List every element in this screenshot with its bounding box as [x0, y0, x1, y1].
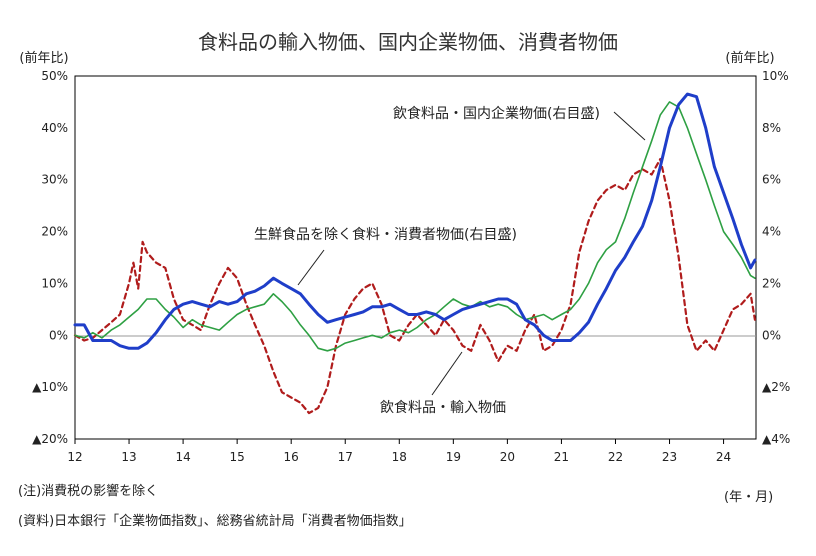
x-tick-label: 23	[662, 450, 677, 464]
left-tick-label: 40%	[41, 121, 68, 135]
x-tick-label: 12	[67, 450, 82, 464]
x-tick-label: 15	[230, 450, 245, 464]
x-tick-label: 17	[338, 450, 353, 464]
x-tick-label: 13	[121, 450, 136, 464]
left-tick-label: 0%	[49, 328, 68, 342]
x-tick-label: 14	[175, 450, 190, 464]
right-tick-label: 4%	[762, 225, 781, 239]
left-tick-label: 50%	[41, 69, 68, 83]
right-axis-ticks: 10% 8% 6% 4% 2% 0% ▲2% ▲4%	[762, 69, 790, 446]
x-tick-label: 21	[554, 450, 569, 464]
x-tick-label: 18	[392, 450, 407, 464]
left-axis-unit: (前年比)	[19, 50, 68, 66]
annotation-import-price: 飲食料品・輸入物価	[380, 399, 506, 416]
series-line-2	[73, 92, 757, 350]
right-tick-label: ▲4%	[762, 432, 790, 446]
left-tick-label: ▲20%	[32, 432, 68, 446]
series-layer	[73, 92, 757, 415]
annotation-domestic-ppi: 飲食料品・国内企業物価(右目盛)	[393, 105, 600, 122]
right-tick-label: 10%	[762, 69, 789, 83]
annotation-cpi-leader	[297, 249, 325, 286]
annotation-domestic-ppi-leader	[613, 111, 646, 141]
right-tick-label: ▲2%	[762, 380, 790, 394]
right-tick-label: 6%	[762, 173, 781, 187]
x-tick-label: 20	[500, 450, 515, 464]
x-tick-label: 24	[716, 450, 731, 464]
chart-title: 食料品の輸入物価、国内企業物価、消費者物価	[198, 30, 618, 54]
x-tick-label: 19	[446, 450, 461, 464]
right-axis-unit: (前年比)	[725, 50, 774, 66]
series-line-0	[73, 157, 757, 415]
annotation-import-price-leader	[431, 351, 463, 396]
x-axis-ticks: 12 13 14 15 16 17 18 19 20 21 22 23 24	[67, 439, 731, 464]
x-axis-unit: (年・月)	[724, 490, 774, 505]
series-line-1	[74, 101, 756, 352]
left-tick-label: 30%	[41, 173, 68, 187]
footnote-note: (注)消費税の影響を除く	[18, 484, 159, 499]
right-tick-label: 8%	[762, 121, 781, 135]
annotation-cpi: 生鮮食品を除く食料・消費者物価(右目盛)	[254, 226, 517, 243]
x-tick-label: 16	[284, 450, 299, 464]
right-tick-label: 0%	[762, 328, 781, 342]
plot-area	[74, 75, 757, 440]
x-tick-label: 22	[608, 450, 623, 464]
right-tick-label: 2%	[762, 276, 781, 290]
left-tick-label: 20%	[41, 225, 68, 239]
left-axis-ticks: 50% 40% 30% 20% 10% 0% ▲10% ▲20%	[32, 69, 68, 446]
footnote-source: (資料)日本銀行「企業物価指数」、総務省統計局「消費者物価指数」	[18, 514, 412, 529]
left-tick-label: 10%	[41, 276, 68, 290]
left-tick-label: ▲10%	[32, 380, 68, 394]
